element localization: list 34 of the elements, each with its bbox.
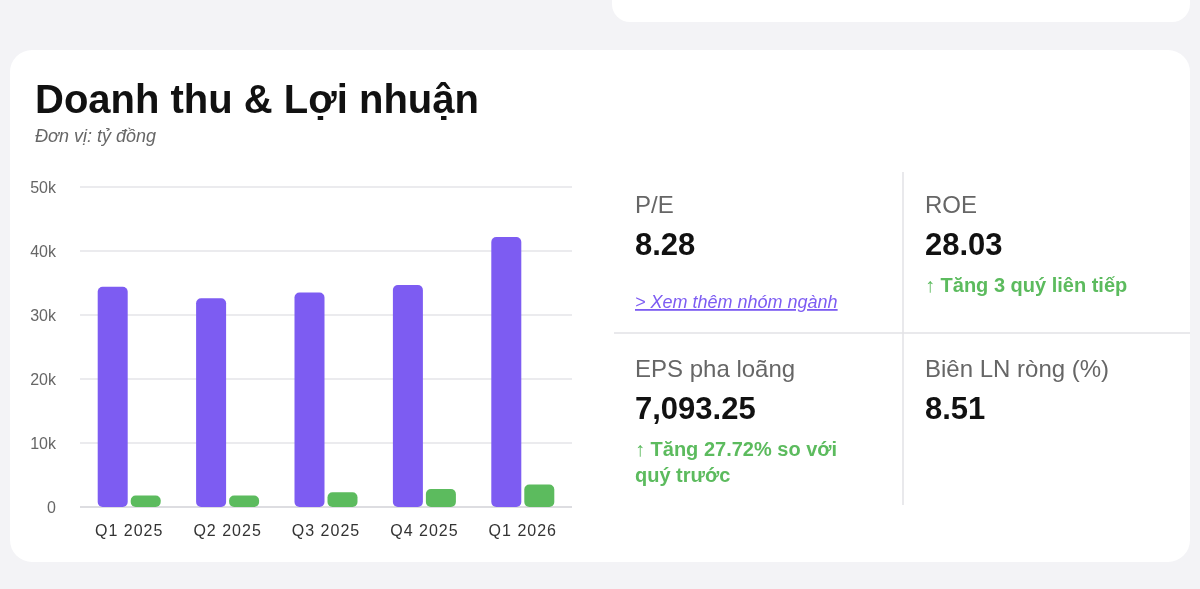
x-tick-label: Q4 2025 <box>390 522 459 539</box>
x-tick-label: Q2 2025 <box>193 522 262 539</box>
text: 28.03 <box>925 227 1003 262</box>
category-label: Biên LN ròng (%) <box>925 355 1110 382</box>
text: 8.51 <box>925 391 986 426</box>
bar <box>425 489 456 507</box>
y-tick-label: 30k <box>30 306 57 324</box>
x-tick-label: Q1 2026 <box>488 522 557 539</box>
bar <box>294 292 325 507</box>
text: ↑ Tăng 27.72% so với quý trước <box>635 438 838 486</box>
y-tick-label: 40k <box>30 242 57 260</box>
bar <box>491 236 522 507</box>
bar <box>327 492 358 507</box>
x-tick-label: Q3 2025 <box>291 522 361 539</box>
category-label: EPS pha loãng <box>635 355 796 382</box>
x-tick-label: Q1 2025 <box>95 522 164 539</box>
chart-title: Doanh thu & Lợi nhuận <box>35 77 479 121</box>
text: ↑ Tăng 3 quý liên tiếp <box>925 274 1128 296</box>
category-label: ROE <box>925 191 978 218</box>
text: 8.28 <box>635 227 696 262</box>
bar <box>392 284 423 507</box>
bar <box>97 286 128 507</box>
text: 7,093.25 <box>635 391 756 426</box>
bar <box>229 495 260 507</box>
y-tick-label: 50k <box>30 178 57 196</box>
bar <box>524 484 555 507</box>
bar <box>130 495 161 507</box>
y-tick-label: 20k <box>30 370 57 388</box>
text: > Xem thêm nhóm ngành <box>635 292 838 312</box>
chart-subtitle: Đơn vị: tỷ đồng <box>35 126 156 146</box>
y-tick-label: 10k <box>30 434 57 452</box>
category-label: P/E <box>635 191 674 218</box>
y-tick-label: 0 <box>47 498 57 516</box>
bar <box>196 298 227 507</box>
